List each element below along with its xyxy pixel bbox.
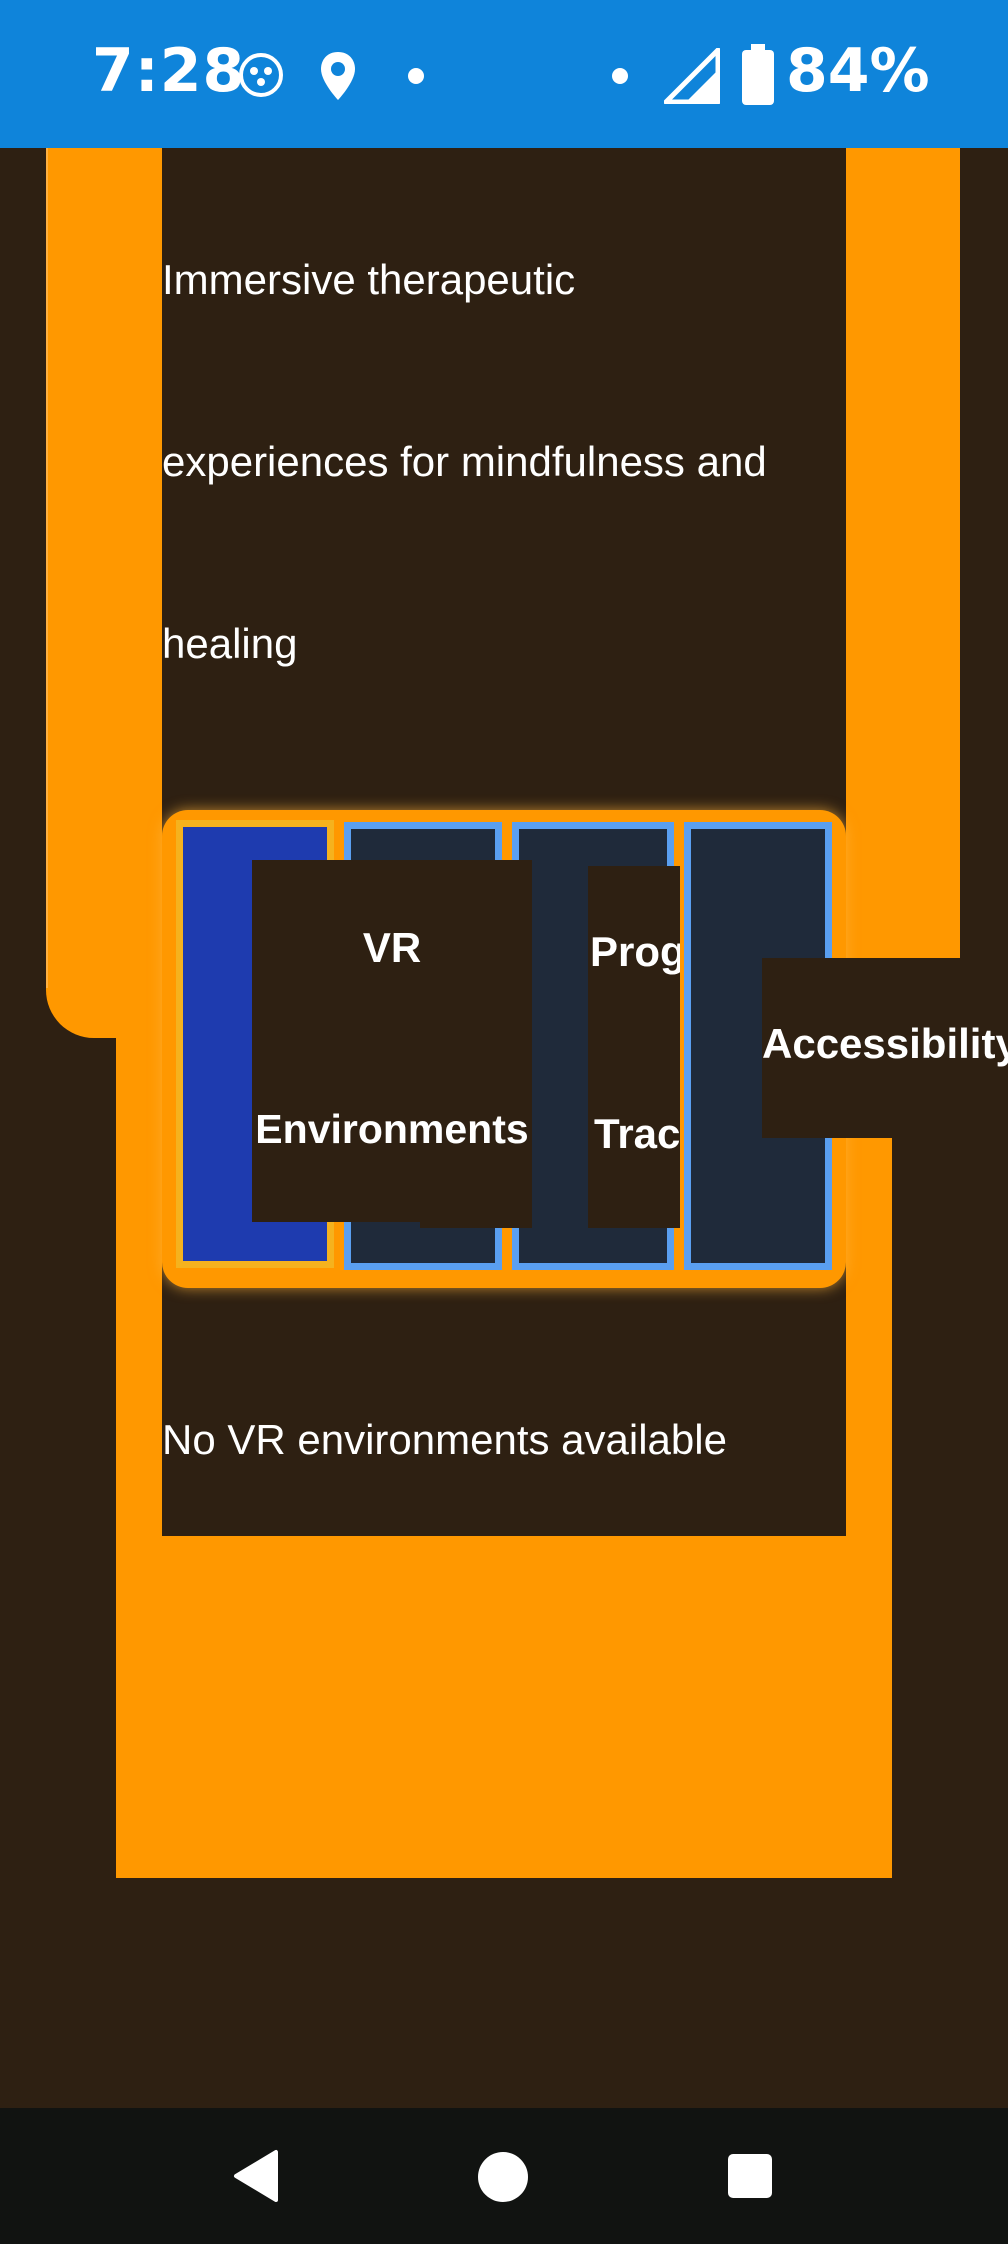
home-icon[interactable] [478,2152,528,2202]
tab-accessibility-label-box: Accessibility [762,958,1008,1138]
battery-icon [740,44,776,106]
orange-card-edge [46,148,48,988]
tab-vr-environments-line1: VR [362,924,422,971]
signal-icon [663,47,721,105]
tab-vr-environments-line2: Environments [255,1106,529,1152]
status-bar: 7:28 84% [0,0,1008,148]
status-time: 7:28 [92,36,246,106]
recents-icon[interactable] [728,2154,772,2198]
tab-progress-label-box: Prog Trac [588,866,680,1228]
tab-accessibility-label: Accessibility [762,1020,1008,1067]
notification-dot-icon [408,68,424,84]
navigation-bar [0,2108,1008,2244]
notification-dot-icon-2 [612,68,628,84]
battery-percent: 84% [786,36,930,106]
tab-progress-line2: Trac [594,1110,680,1157]
empty-state-message: No VR environments available [162,1416,727,1463]
tab-progress-line1: Prog [590,928,680,975]
description-line-3: healing [162,620,298,667]
description-line-2: experiences for mindfulness and [162,438,767,485]
back-icon[interactable] [232,2148,280,2204]
face-notification-icon [238,52,284,98]
tab-label-box-extension [420,1200,532,1228]
location-icon [318,50,358,102]
tab-vr-environments-label-box [252,860,532,1222]
description-line-1: Immersive therapeutic [162,256,576,303]
